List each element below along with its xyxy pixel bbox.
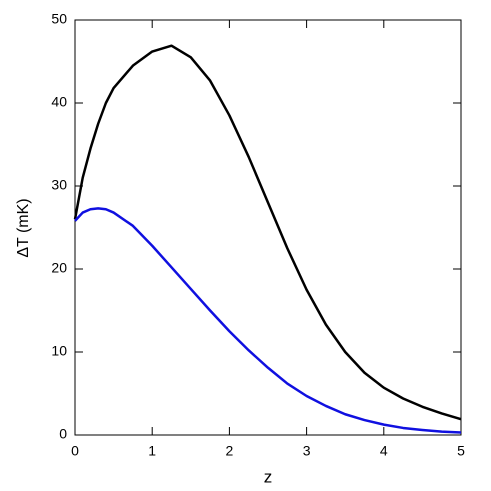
x-tick-label: 2: [226, 443, 234, 459]
y-tick-label: 50: [51, 11, 67, 27]
x-tick-label: 1: [148, 443, 156, 459]
plot-frame: [74, 19, 462, 436]
y-tick-label: 30: [51, 177, 67, 193]
y-tick-label: 40: [51, 94, 67, 110]
x-tick-label: 5: [457, 443, 465, 459]
line-series: [74, 207, 462, 434]
y-tick-label: 10: [51, 343, 67, 359]
x-tick-label: 0: [71, 443, 79, 459]
x-tick-label: 4: [380, 443, 388, 459]
x-axis-label: z: [264, 467, 273, 486]
y-tick-label: 0: [59, 426, 67, 442]
x-tick-label: 3: [303, 443, 311, 459]
line-series: [73, 44, 462, 421]
y-axis-label: ΔT (mK): [15, 198, 32, 257]
y-tick-label: 20: [51, 260, 67, 276]
